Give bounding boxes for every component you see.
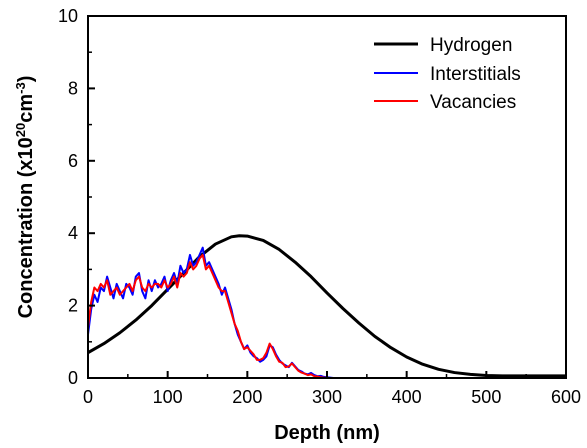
y-axis-title-unit: cm (15, 94, 37, 123)
legend-label-vacancies: Vacancies (430, 92, 516, 113)
series-layer (88, 234, 566, 378)
x-tick-label: 300 (312, 387, 342, 407)
y-tick-label: 6 (68, 151, 78, 171)
y-tick-label: 2 (68, 296, 78, 316)
y-axis-title-close: ) (15, 76, 37, 83)
y-axis-title-main: Concentration (x10 (15, 137, 37, 318)
x-tick-label: 200 (232, 387, 262, 407)
x-tick-label: 600 (551, 387, 581, 407)
y-axis-title-exponent-2: -3 (13, 82, 28, 94)
series-line-vacancies (88, 253, 328, 378)
x-axis-title: Depth (nm) (274, 422, 380, 444)
legend-label-interstitials: Interstitials (430, 64, 521, 85)
y-axis-title: Concentration (x1020cm-3) (13, 76, 37, 319)
x-tick-label: 100 (153, 387, 183, 407)
y-tick-label: 4 (68, 223, 78, 243)
y-axis-title-exponent-1: 20 (13, 123, 28, 137)
legend: Hydrogen Interstitials Vacancies (374, 35, 521, 113)
y-tick-label: 0 (68, 368, 78, 388)
tick-label-layer: 0 100 200 300 400 500 600 0 2 4 6 8 10 (58, 6, 581, 407)
series-line-hydrogen (88, 234, 566, 378)
y-tick-label: 8 (68, 78, 78, 98)
x-tick-label: 400 (392, 387, 422, 407)
tick-layer (87, 15, 567, 379)
y-tick-label: 10 (58, 6, 78, 26)
legend-label-hydrogen: Hydrogen (430, 35, 512, 56)
x-tick-label: 500 (471, 387, 501, 407)
x-tick-label: 0 (83, 387, 93, 407)
